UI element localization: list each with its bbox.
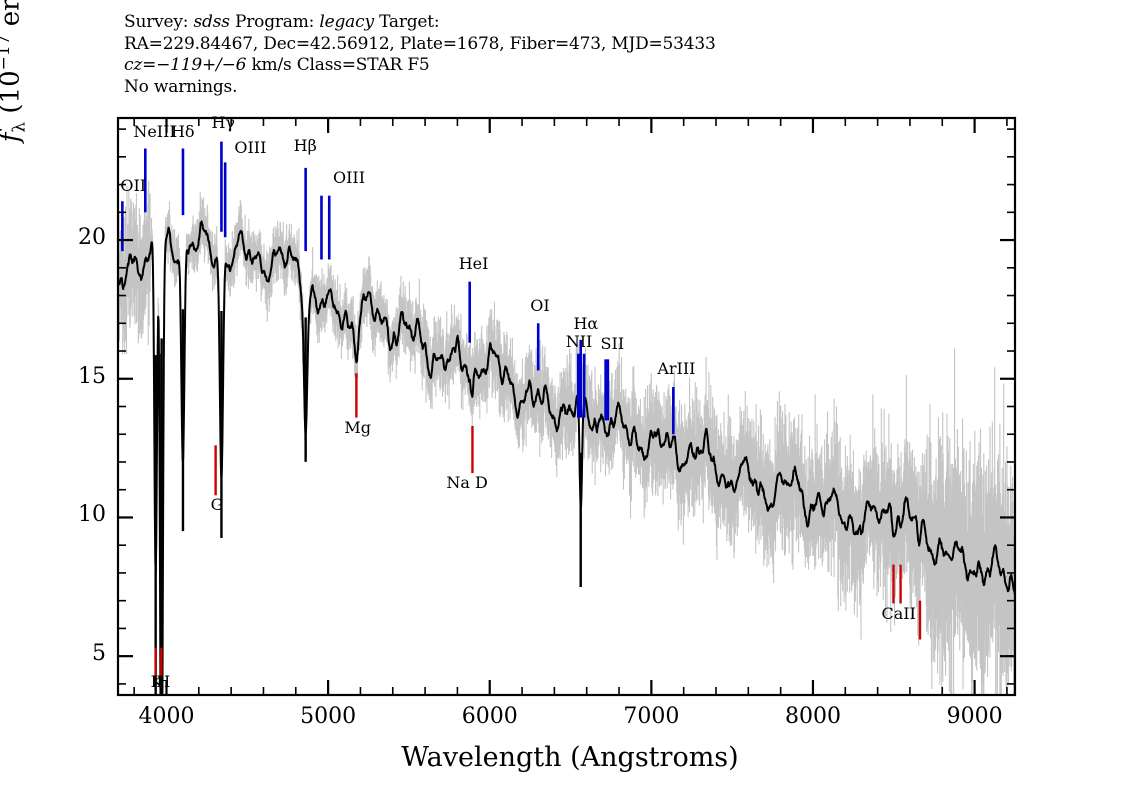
absorption-line-label: Na D	[446, 473, 488, 493]
spectrum-trace-group	[118, 180, 1015, 695]
emission-line-label: SII	[600, 334, 625, 354]
x-tick-label: 4000	[138, 704, 195, 729]
emission-line-label: NII	[565, 331, 593, 351]
absorption-line-label: H	[156, 671, 171, 691]
absorption-line-markers	[154, 373, 922, 676]
emission-line-label: OIII	[332, 168, 366, 188]
emission-line-label: NeIII	[133, 122, 176, 142]
emission-line-label: OIII	[234, 137, 267, 157]
y-tick-label: 5	[92, 641, 106, 667]
emission-line-label: ArIII	[657, 359, 696, 379]
redshift-line: cz=−119+/−6 km/s Class=STAR F5	[124, 55, 430, 75]
emission-line-label: Hγ	[211, 112, 235, 132]
spectrum-metadata-header: Survey: sdss Program: legacy Target: RA=…	[124, 12, 1024, 98]
absorption-line-label: G	[210, 495, 224, 515]
emission-line-label: OI	[530, 295, 550, 315]
emission-line-label: HeI	[458, 254, 489, 274]
survey-prefix-text: Survey:	[124, 12, 194, 32]
y-tick-label: 10	[78, 502, 106, 528]
x-tick-label: 6000	[461, 704, 518, 729]
program-prefix-text: Program:	[229, 12, 320, 32]
emission-line-label: Hβ	[293, 136, 317, 156]
x-tick-label: 9000	[946, 704, 1003, 729]
axis-ticks	[118, 118, 1015, 695]
absorption-line-label: Mg	[344, 417, 372, 437]
coordinates-line: RA=229.84467, Dec=42.56912, Plate=1678, …	[124, 33, 716, 54]
x-tick-label: 7000	[623, 704, 680, 729]
program-name: legacy	[319, 12, 374, 32]
survey-line: Survey: sdss Program: legacy Target:	[124, 12, 440, 32]
x-tick-label: 5000	[300, 704, 357, 729]
emission-line-markers	[121, 141, 675, 435]
x-tick-label: 8000	[784, 704, 841, 729]
flux-trace	[118, 220, 1015, 695]
y-tick-label: 20	[78, 225, 106, 251]
survey-name: sdss	[193, 12, 230, 32]
x-axis-label: Wavelength (Angstroms)	[401, 742, 739, 773]
emission-line-label: OII	[120, 176, 147, 196]
cz-value: cz=−119+/−6	[124, 55, 247, 75]
y-tick-label: 15	[78, 363, 106, 389]
class-text: km/s Class=STAR F5	[246, 55, 430, 75]
absorption-line-label: CaII	[881, 603, 916, 623]
warnings-line: No warnings.	[124, 76, 238, 97]
emission-line-label: Hδ	[170, 122, 195, 142]
target-label-text: Target:	[373, 12, 440, 32]
emission-line-label: Hα	[573, 313, 599, 333]
absorption-line-label: K	[150, 671, 163, 691]
